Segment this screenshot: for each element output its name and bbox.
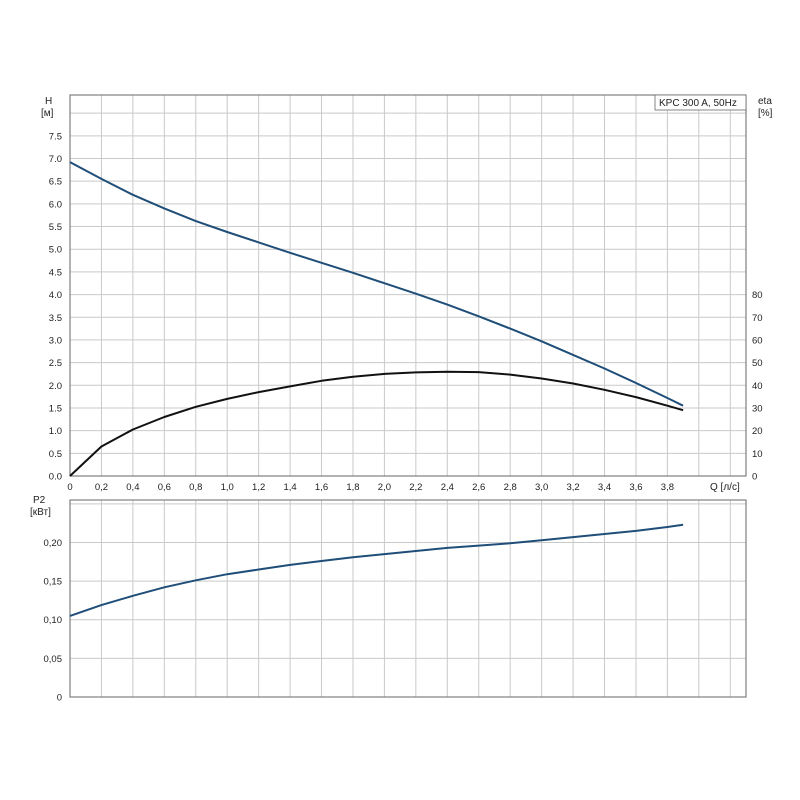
y-right-tick-label: 80 (752, 290, 763, 301)
legend-label: KPC 300 A, 50Hz (659, 98, 737, 109)
y-left-tick-label: 5.0 (49, 245, 62, 256)
p2-tick-label: 0 (57, 693, 62, 704)
bottom-series-group (69, 523, 684, 617)
y-left-tick-label: 3.5 (49, 313, 62, 324)
x-tick-label: 1,0 (221, 482, 234, 493)
y-left-tick-label: 4.0 (49, 290, 62, 301)
y-left-tick-label: 0.0 (49, 472, 62, 483)
y-left-tick-label: 1.0 (49, 426, 62, 437)
y-right-tick-label: 0 (752, 472, 757, 483)
x-tick-label: 0,6 (158, 482, 171, 493)
top-plot-frame (69, 94, 747, 477)
head-curve-line (69, 161, 684, 407)
x-tick-label: 1,2 (252, 482, 265, 493)
x-tick-label: 0,8 (189, 482, 202, 493)
x-axis-label: Q [л/с] (710, 482, 740, 493)
y-right-tick-label: 40 (752, 381, 763, 392)
x-tick-label: 3,4 (598, 482, 611, 493)
top-plot-grid (70, 95, 746, 476)
x-tick-label: 2,4 (441, 482, 454, 493)
x-tick-label: 1,4 (283, 482, 296, 493)
y-right-tick-label: 20 (752, 426, 763, 437)
y-right-tick-label: 50 (752, 358, 763, 369)
x-tick-label: 2,8 (504, 482, 517, 493)
y-right-tick-label: 10 (752, 449, 763, 460)
y-left-tick-label: 6.5 (49, 177, 62, 188)
legend-box (654, 94, 747, 111)
y-left-tick-label: 7.0 (49, 154, 62, 165)
x-tick-label: 3,6 (629, 482, 642, 493)
y-left-tick-labels: 0.0 0.5 1.0 1.5 2.0 2.5 3.0 3.5 4.0 4.5 5.0 5.5 6.0 6… (49, 131, 62, 482)
x-tick-label: 3,8 (661, 482, 674, 493)
x-tick-label: 1,6 (315, 482, 328, 493)
x-tick-label: 0,2 (95, 482, 108, 493)
x-tick-label: 1,8 (346, 482, 359, 493)
p2-tick-label: 0,10 (44, 615, 63, 626)
y-left-tick-label: 3.0 (49, 335, 62, 346)
y-left-tick-label: 1.5 (49, 403, 62, 414)
x-tick-labels: 0 0,2 0,4 0,6 0,8 1,0 1,2 1,4 1,6 1,8 2,0 2,2 2,4 2,6… (67, 482, 674, 493)
top-series-group (69, 161, 684, 477)
p2-tick-label: 0,20 (44, 538, 63, 549)
p2-tick-label: 0,15 (44, 577, 63, 588)
bottom-plot-grid (70, 500, 746, 697)
y-right-tick-label: 60 (752, 335, 763, 346)
x-tick-label: 2,6 (472, 482, 485, 493)
y-left-tick-label: 2.0 (49, 381, 62, 392)
y-right-tick-labels: 0 10 20 30 40 50 60 70 80 (752, 290, 763, 482)
y-left-tick-label: 6.0 (49, 199, 62, 210)
x-tick-label: 0,4 (126, 482, 139, 493)
y-right-tick-label: 30 (752, 403, 763, 414)
y-left-tick-label: 2.5 (49, 358, 62, 369)
y-right-axis-unit: [%] (758, 108, 773, 119)
y-right-tick-label: 70 (752, 313, 763, 324)
y-left-axis-unit: [м] (41, 108, 54, 119)
p2-axis-label: P2 (33, 495, 46, 506)
power-curve-line (69, 523, 684, 617)
y-left-tick-label: 7.5 (49, 131, 62, 142)
y-left-tick-label: 4.5 (49, 267, 62, 278)
bottom-plot-frame (69, 499, 747, 698)
y-left-tick-label: 0.5 (49, 449, 62, 460)
x-tick-label: 0 (67, 482, 72, 493)
p2-axis-unit: [кВт] (30, 507, 51, 518)
x-tick-label: 3,2 (566, 482, 579, 493)
p2-tick-labels: 0 0,05 0,10 0,15 0,20 (44, 538, 63, 704)
p2-tick-label: 0,05 (44, 654, 63, 665)
y-left-tick-label: 5.5 (49, 222, 62, 233)
y-left-axis-label: H (45, 96, 52, 107)
y-right-axis-label: eta (758, 96, 772, 107)
x-tick-label: 2,0 (378, 482, 391, 493)
x-tick-label: 2,2 (409, 482, 422, 493)
efficiency-curve-line (69, 370, 684, 477)
x-tick-label: 3,0 (535, 482, 548, 493)
